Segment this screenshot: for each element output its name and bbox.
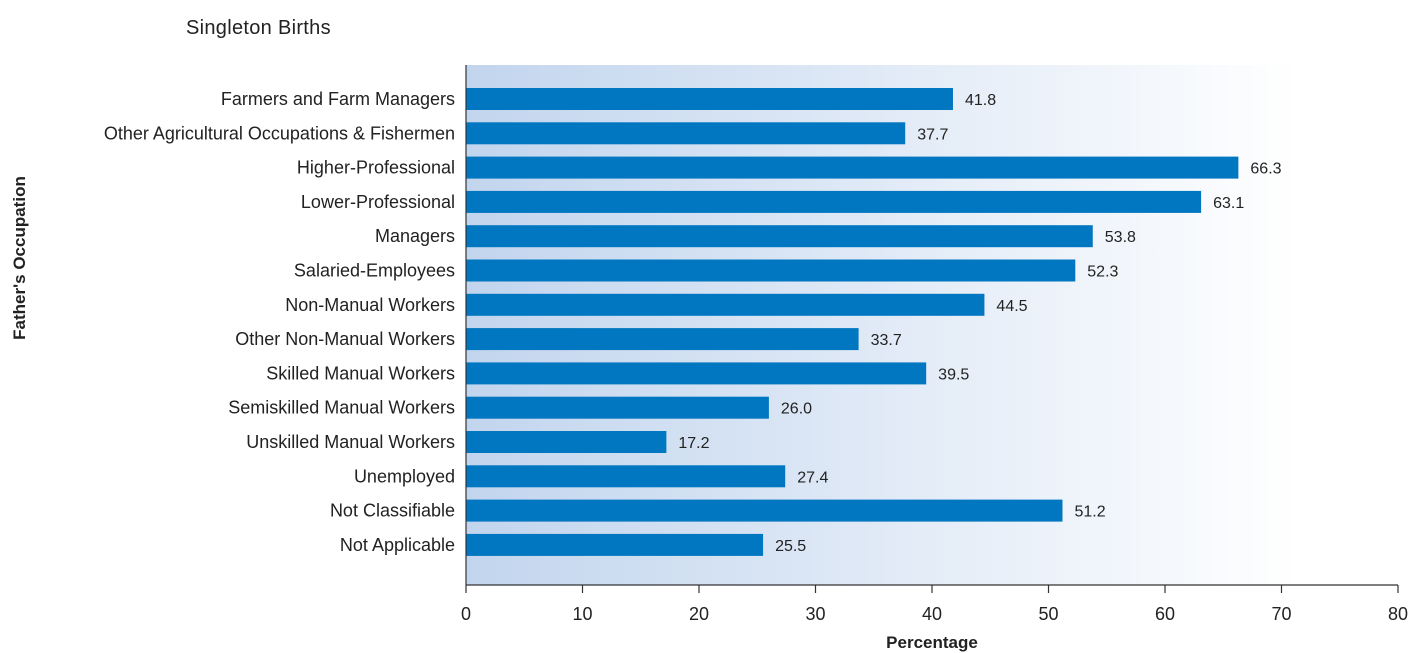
category-labels: Farmers and Farm Managers Other Agricultu… bbox=[104, 89, 455, 555]
bar bbox=[466, 88, 953, 110]
chart-title: Singleton Births bbox=[186, 17, 331, 39]
x-tick-label: 70 bbox=[1271, 604, 1291, 624]
x-tick-label: 80 bbox=[1388, 604, 1408, 624]
value-label: 39.5 bbox=[938, 366, 969, 383]
category-label: Farmers and Farm Managers bbox=[221, 89, 455, 109]
y-axis-title: Father's Occupation bbox=[10, 176, 29, 340]
category-label: Semiskilled Manual Workers bbox=[228, 398, 455, 418]
bar bbox=[466, 465, 786, 488]
category-label: Not Applicable bbox=[340, 535, 455, 555]
category-label: Lower-Professional bbox=[301, 192, 455, 212]
bar bbox=[466, 328, 859, 351]
value-label: 51.2 bbox=[1074, 504, 1105, 521]
category-label: Unskilled Manual Workers bbox=[246, 432, 455, 452]
plot-background bbox=[466, 65, 1300, 585]
value-label: 63.1 bbox=[1213, 195, 1244, 212]
category-label: Non-Manual Workers bbox=[285, 295, 455, 315]
category-label: Salaried-Employees bbox=[294, 261, 455, 281]
bar bbox=[466, 156, 1239, 179]
value-label: 44.5 bbox=[996, 298, 1027, 315]
bar bbox=[466, 499, 1063, 522]
value-label: 33.7 bbox=[871, 332, 902, 349]
x-tick-label: 20 bbox=[689, 604, 709, 624]
x-tick-label: 60 bbox=[1155, 604, 1175, 624]
bar bbox=[466, 293, 985, 316]
bar bbox=[466, 431, 667, 453]
value-label: 41.8 bbox=[965, 92, 996, 109]
x-tick-label: 10 bbox=[572, 604, 592, 624]
x-axis-title: Percentage bbox=[886, 633, 978, 652]
category-label: Unemployed bbox=[354, 466, 455, 486]
bar bbox=[466, 225, 1093, 248]
bars-group bbox=[466, 88, 1239, 556]
x-tick-label: 40 bbox=[922, 604, 942, 624]
bar bbox=[466, 396, 769, 419]
value-label: 17.2 bbox=[678, 435, 709, 452]
value-label: 37.7 bbox=[917, 126, 948, 143]
category-label: Not Classifiable bbox=[330, 501, 455, 521]
x-axis-ticks: 0 10 20 30 40 50 60 70 80 bbox=[461, 585, 1408, 624]
bar bbox=[466, 533, 764, 556]
value-label: 66.3 bbox=[1250, 161, 1281, 178]
value-label: 27.4 bbox=[797, 469, 828, 486]
bar bbox=[466, 259, 1076, 282]
category-label: Higher-Professional bbox=[297, 158, 455, 178]
value-labels: 41.8 37.7 66.3 63.1 53.8 52.3 44.5 33.7 39.5 26.0… bbox=[678, 92, 1281, 555]
category-label: Managers bbox=[375, 226, 455, 246]
category-label: Skilled Manual Workers bbox=[266, 363, 455, 383]
x-tick-label: 0 bbox=[461, 604, 471, 624]
value-label: 26.0 bbox=[781, 401, 812, 418]
bar bbox=[466, 362, 927, 385]
x-tick-label: 30 bbox=[805, 604, 825, 624]
value-label: 53.8 bbox=[1105, 229, 1136, 246]
value-label: 25.5 bbox=[775, 538, 806, 555]
value-label: 52.3 bbox=[1087, 264, 1118, 281]
bar bbox=[466, 190, 1202, 213]
bar bbox=[466, 122, 906, 145]
category-label: Other Agricultural Occupations & Fisherm… bbox=[104, 123, 455, 143]
category-label: Other Non-Manual Workers bbox=[235, 329, 455, 349]
x-tick-label: 50 bbox=[1038, 604, 1058, 624]
